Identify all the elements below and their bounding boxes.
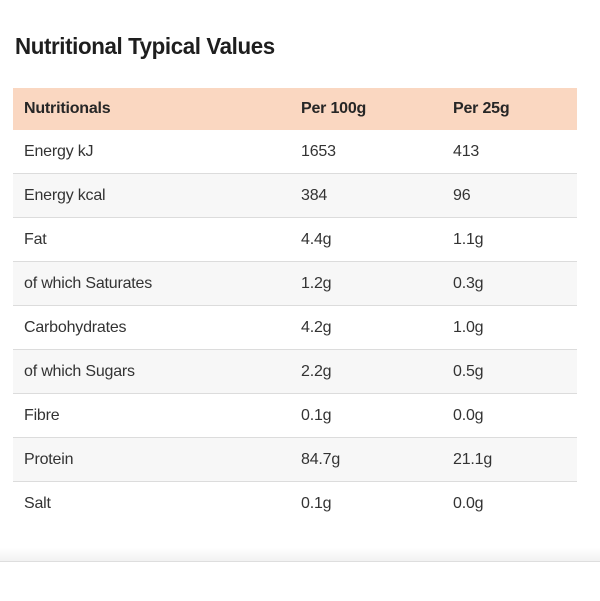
- value-per-25g: 413: [453, 142, 480, 160]
- value-per-100g: 384: [290, 173, 442, 218]
- row-label: Fibre: [13, 393, 290, 438]
- value-per-100g: 1653: [301, 142, 336, 160]
- column-header-per-100g: Per 100g: [290, 88, 442, 130]
- value-per-100g: 84.7g: [290, 437, 442, 482]
- table-row: Protein 84.7g 21.1g: [13, 437, 577, 482]
- value-per-100g: 1.2g: [290, 261, 442, 306]
- value-per-25g: 0.5g: [442, 349, 577, 394]
- table-row: Energy kcal 384 96: [13, 173, 577, 218]
- value-per-25g: 0.0g: [442, 393, 577, 438]
- table-row: of which Sugars 2.2g 0.5g: [13, 349, 577, 394]
- value-per-100g: 4.2g: [290, 305, 442, 350]
- value-per-100g: 2.2g: [290, 349, 442, 394]
- nutrition-table: Nutritionals Per 100g Per 25g Energy kJ 1…: [13, 88, 577, 525]
- value-per-100g: 0.1g: [290, 393, 442, 438]
- table-row: Salt 0.1g 0.0g: [13, 481, 577, 525]
- row-label: Protein: [13, 437, 290, 482]
- row-label: Carbohydrates: [13, 305, 290, 350]
- table-row: Carbohydrates 4.2g 1.0g: [13, 305, 577, 350]
- table-header-row: Nutritionals Per 100g Per 25g: [13, 88, 577, 130]
- value-per-25g: 1.0g: [442, 305, 577, 350]
- value-per-25g: 21.1g: [442, 437, 577, 482]
- value-per-25g: 96: [442, 173, 577, 218]
- table-row: of which Saturates 1.2g 0.3g: [13, 261, 577, 306]
- table-row: Fibre 0.1g 0.0g: [13, 393, 577, 438]
- row-label: Salt: [13, 481, 290, 525]
- section-divider: [0, 548, 600, 562]
- value-per-100g: 0.1g: [290, 481, 442, 525]
- row-label: Fat: [13, 217, 290, 262]
- column-header-per-25g: Per 25g: [442, 88, 577, 130]
- table-row: Energy kJ 1653 413: [13, 130, 577, 174]
- value-per-100g: 4.4g: [290, 217, 442, 262]
- page-title: Nutritional Typical Values: [15, 33, 275, 59]
- row-label: Energy kcal: [13, 173, 290, 218]
- table-row: Fat 4.4g 1.1g: [13, 217, 577, 262]
- value-per-25g: 1.1g: [442, 217, 577, 262]
- value-per-25g: 0.3g: [442, 261, 577, 306]
- value-per-25g: 0.0g: [442, 481, 577, 525]
- column-header-nutritionals: Nutritionals: [13, 88, 290, 130]
- row-label: of which Saturates: [13, 261, 290, 306]
- row-label: Energy kJ: [24, 142, 94, 160]
- row-label: of which Sugars: [13, 349, 290, 394]
